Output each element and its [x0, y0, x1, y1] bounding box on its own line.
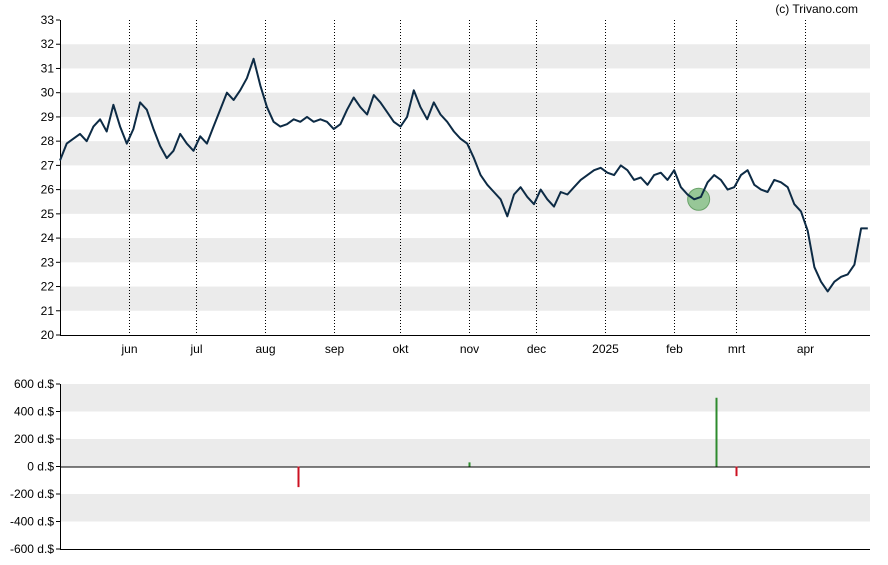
month-tick-label: feb: [666, 342, 683, 356]
month-tick-label: 2025: [592, 342, 619, 356]
price-grid-band: [60, 238, 870, 263]
price-grid-band: [60, 141, 870, 166]
transactions-y-tick-label: 400 d.$: [14, 405, 54, 419]
month-tick-label: dec: [527, 342, 546, 356]
price-y-tick-label: 28: [41, 134, 55, 148]
transactions-grid-bands: [60, 384, 870, 522]
price-grid-band: [60, 92, 870, 117]
price-y-tick-label: 30: [41, 86, 55, 100]
price-plot-frame: [60, 20, 870, 336]
month-tick-label: jun: [120, 342, 137, 356]
month-tick-label: apr: [797, 342, 814, 356]
month-axis: jun jul aug sep okt nov dec 2025 feb mrt apr: [120, 342, 814, 356]
transactions-y-tick-label: 600 d.$: [14, 377, 54, 391]
price-y-tick-label: 25: [41, 207, 55, 221]
price-grid-bands: [60, 44, 870, 311]
price-line: [59, 57, 868, 293]
transactions-y-tick-label: 200 d.$: [14, 432, 54, 446]
transactions-grid-band: [60, 494, 870, 522]
highlight-marker: [687, 187, 711, 211]
price-y-tick-label: 31: [41, 61, 55, 75]
price-y-tick-label: 21: [41, 304, 55, 318]
price-grid-band: [60, 286, 870, 311]
price-y-tick-label: 20: [41, 328, 55, 342]
price-y-tick-label: 32: [41, 37, 55, 51]
price-y-tick-label: 26: [41, 183, 55, 197]
price-grid-band: [60, 44, 870, 69]
price-y-tick-label: 24: [41, 231, 55, 245]
transactions-y-tick-label: -200 d.$: [10, 487, 54, 501]
month-tick-label: sep: [325, 342, 345, 356]
price-y-tick-label: 22: [41, 280, 55, 294]
transactions-y-tick-label: -400 d.$: [10, 515, 54, 529]
price-y-tick-label: 29: [41, 110, 55, 124]
month-tick-label: okt: [392, 342, 409, 356]
transactions-grid-band: [60, 384, 870, 412]
transactions-bars: [297, 397, 738, 488]
month-tick-label: nov: [460, 342, 479, 356]
month-tick-label: mrt: [728, 342, 746, 356]
price-grid-band: [60, 189, 870, 214]
transactions-grid-band: [60, 439, 870, 467]
transactions-y-axis: 600 d.$ 400 d.$ 200 d.$ 0 d.$ -200 d.$ -400 d…: [10, 377, 60, 556]
month-tick-label: jul: [189, 342, 202, 356]
chart-credit: (c) Trivano.com: [775, 2, 858, 16]
price-y-tick-label: 33: [41, 13, 55, 27]
transactions-y-tick-label: 0 d.$: [27, 460, 54, 474]
transactions-plot-frame: [60, 384, 870, 550]
month-tick-label: aug: [255, 342, 275, 356]
transactions-y-tick-label: -600 d.$: [10, 542, 54, 556]
price-y-tick-label: 23: [41, 255, 55, 269]
price-y-tick-label: 27: [41, 158, 55, 172]
price-y-axis: 20 21 22 23 24 25 26 27 28 29 30 31 32 33: [41, 13, 60, 342]
price-series: [59, 57, 868, 293]
